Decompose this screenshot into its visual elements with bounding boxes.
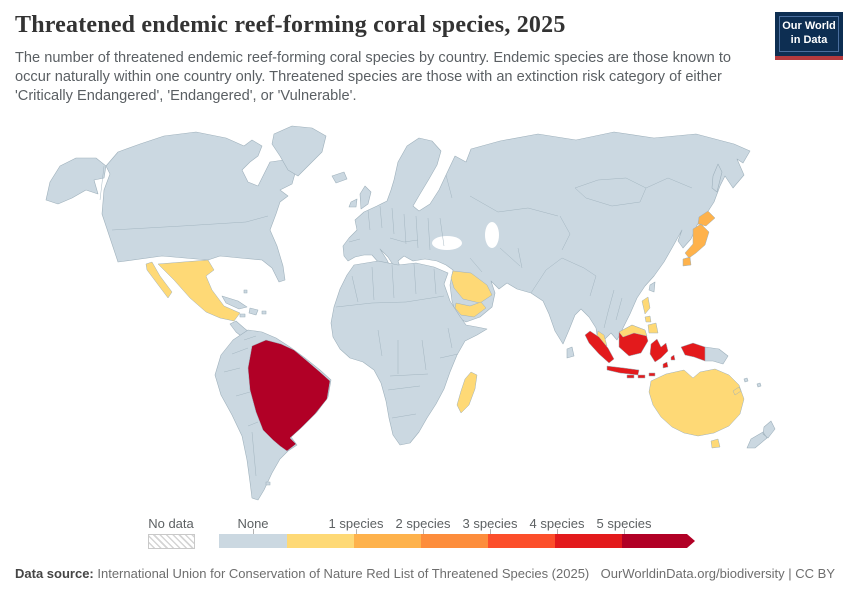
continent-africa[interactable] (330, 260, 488, 446)
country-iceland[interactable] (331, 171, 348, 184)
country-taiwan[interactable] (648, 281, 656, 293)
legend-tick (557, 529, 558, 534)
country-brazil[interactable] (247, 339, 331, 452)
country-sakhalin-russia[interactable] (711, 163, 723, 193)
country-malaysia-borneo[interactable] (618, 324, 648, 338)
chart-header: Threatened endemic reef-forming coral sp… (15, 12, 758, 107)
country-canada-us[interactable] (101, 131, 297, 283)
country-cuba-caribbean[interactable] (221, 289, 267, 318)
data-source: Data source: International Union for Con… (15, 566, 589, 581)
legend-label-3-species: 3 species (462, 516, 518, 531)
country-australia[interactable] (648, 368, 745, 449)
country-sri-lanka[interactable] (566, 346, 575, 359)
borders-europe (348, 174, 453, 251)
legend-tick (490, 529, 491, 534)
legend-label-5-species: 5 species (596, 516, 652, 531)
data-source-label: Data source: (15, 566, 94, 581)
country-papua-new-guinea[interactable] (704, 346, 729, 365)
country-greenland[interactable] (271, 125, 327, 177)
continent-eurasia[interactable] (342, 131, 751, 350)
legend-label-1-species: 1 species (328, 516, 384, 531)
country-mexico[interactable] (145, 259, 241, 322)
country-united-kingdom[interactable] (359, 185, 372, 210)
country-alaska-us[interactable] (45, 157, 107, 205)
caspian-sea (485, 222, 499, 248)
country-new-zealand[interactable] (746, 420, 776, 449)
legend-tick (356, 529, 357, 534)
legend-tick (253, 529, 254, 534)
chart-subtitle: The number of threatened endemic reef-fo… (15, 49, 731, 105)
legend-bin-3[interactable] (421, 534, 488, 548)
country-indonesia-papua[interactable] (680, 342, 706, 362)
legend-bin-4[interactable] (488, 534, 555, 548)
legend-tick (624, 529, 625, 534)
islands-falkland[interactable] (265, 481, 271, 486)
country-philippines[interactable] (641, 296, 659, 334)
country-ireland[interactable] (348, 198, 358, 208)
borders-asia (469, 177, 693, 329)
map-legend: No data None 1 species 2 species 3 speci… (0, 515, 850, 555)
country-japan[interactable] (682, 210, 716, 267)
owid-logo-line2: in Data (790, 33, 828, 46)
islands-fiji-vanuatu[interactable] (743, 377, 762, 388)
owid-logo-box: Our World in Data (775, 12, 843, 56)
legend-no-data-swatch[interactable] (148, 534, 195, 549)
legend-bin-5[interactable] (555, 534, 622, 548)
world-map (0, 118, 850, 512)
owid-logo-red-bar (775, 55, 843, 60)
legend-label-none: None (237, 516, 269, 531)
country-indonesia-sulawesi-maluku[interactable] (626, 338, 676, 379)
country-yemen[interactable] (454, 301, 487, 318)
data-source-text: International Union for Conservation of … (97, 566, 590, 581)
owid-logo[interactable]: Our World in Data (775, 12, 843, 60)
legend-tick (423, 529, 424, 534)
chart-footer: Data source: International Union for Con… (15, 566, 835, 581)
legend-bin-none[interactable] (219, 534, 287, 548)
page-title: Threatened endemic reef-forming coral sp… (15, 12, 566, 38)
credit-link[interactable]: OurWorldinData.org/biodiversity | CC BY (600, 566, 835, 581)
legend-color-bar (219, 534, 695, 548)
legend-bin-1[interactable] (287, 534, 354, 548)
legend-label-4-species: 4 species (529, 516, 585, 531)
black-sea (432, 236, 462, 250)
owid-logo-line1: Our World (782, 20, 836, 32)
borders-americas (99, 165, 269, 477)
legend-label-2-species: 2 species (395, 516, 451, 531)
legend-no-data-label: No data (148, 516, 194, 531)
legend-bin-2[interactable] (354, 534, 421, 548)
country-new-caledonia[interactable] (732, 386, 742, 396)
borders-africa (335, 263, 459, 419)
country-madagascar[interactable] (456, 371, 478, 414)
legend-bin-5plus-arrow[interactable] (622, 534, 695, 548)
